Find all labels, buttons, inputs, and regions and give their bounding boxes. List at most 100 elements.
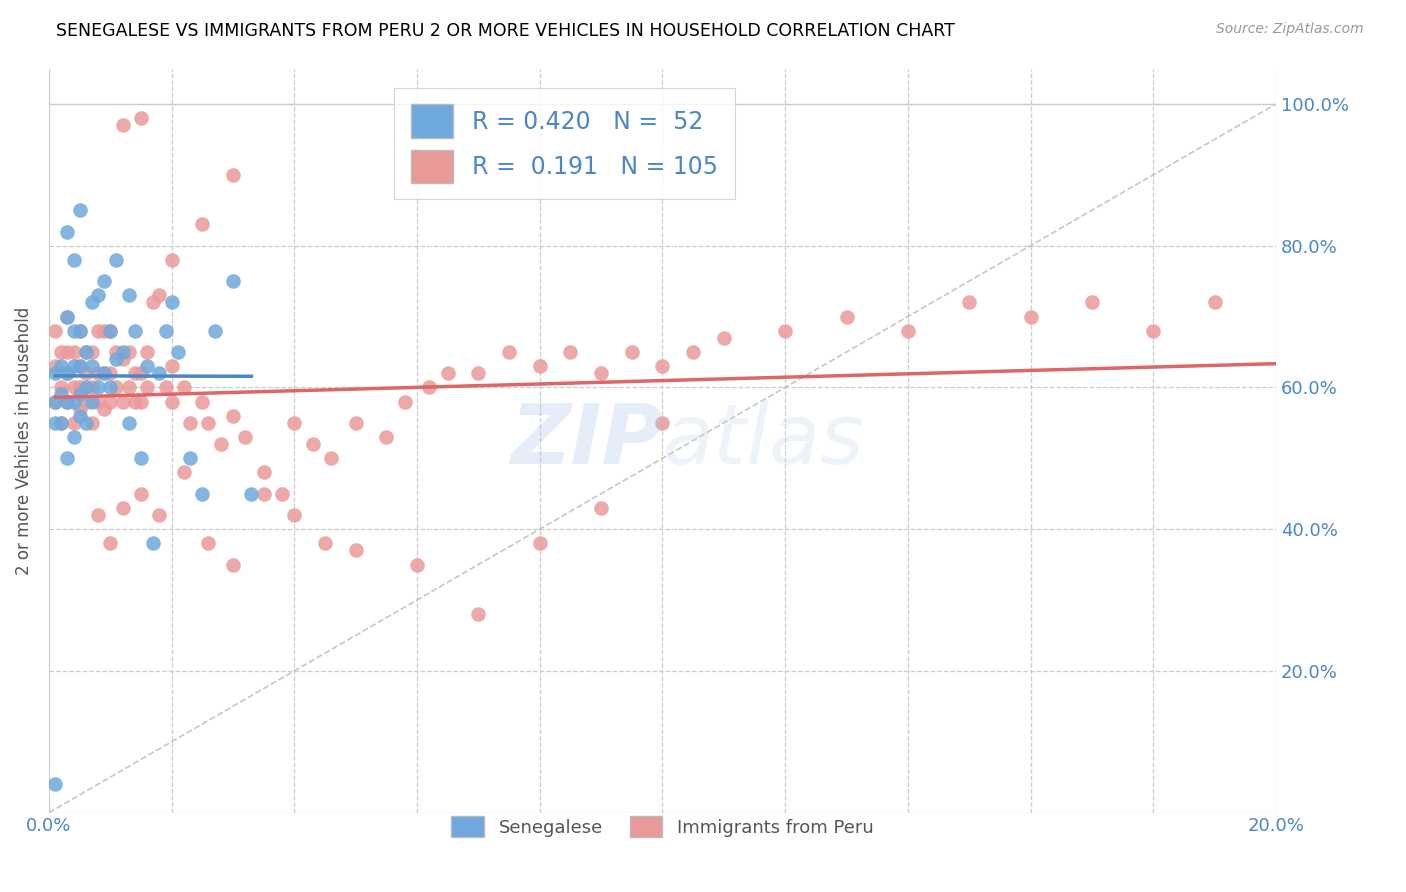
Point — [105, 352, 128, 367]
Point — [80, 295, 103, 310]
Point — [129, 486, 152, 500]
Point — [87, 288, 110, 302]
Point — [1081, 295, 1104, 310]
Point — [56, 394, 79, 409]
Point — [62, 359, 84, 373]
Point — [87, 366, 110, 380]
Point — [179, 416, 201, 430]
Point — [118, 345, 141, 359]
Point — [1019, 310, 1042, 324]
Point — [87, 380, 110, 394]
Point — [51, 387, 73, 401]
Point — [80, 380, 103, 394]
Point — [344, 416, 367, 430]
Point — [651, 416, 673, 430]
Point — [44, 777, 66, 791]
Point — [467, 607, 489, 622]
Point — [233, 430, 256, 444]
Point — [124, 324, 146, 338]
Point — [173, 466, 195, 480]
Point — [160, 394, 183, 409]
Point — [173, 380, 195, 394]
Point — [93, 366, 115, 380]
Point — [160, 359, 183, 373]
Point — [179, 451, 201, 466]
Point — [75, 366, 97, 380]
Point — [148, 508, 170, 522]
Point — [98, 536, 121, 550]
Legend: Senegalese, Immigrants from Peru: Senegalese, Immigrants from Peru — [444, 809, 880, 845]
Point — [98, 324, 121, 338]
Point — [51, 345, 73, 359]
Point — [69, 380, 91, 394]
Point — [75, 345, 97, 359]
Point — [69, 324, 91, 338]
Point — [591, 366, 613, 380]
Point — [111, 118, 134, 132]
Point — [620, 345, 643, 359]
Point — [118, 416, 141, 430]
Point — [1142, 324, 1164, 338]
Point — [155, 324, 177, 338]
Point — [129, 451, 152, 466]
Point — [197, 536, 219, 550]
Text: SENEGALESE VS IMMIGRANTS FROM PERU 2 OR MORE VEHICLES IN HOUSEHOLD CORRELATION C: SENEGALESE VS IMMIGRANTS FROM PERU 2 OR … — [56, 22, 955, 40]
Point — [222, 558, 245, 572]
Point — [75, 345, 97, 359]
Point — [75, 416, 97, 430]
Y-axis label: 2 or more Vehicles in Household: 2 or more Vehicles in Household — [15, 307, 32, 574]
Point — [62, 394, 84, 409]
Point — [51, 416, 73, 430]
Point — [69, 324, 91, 338]
Point — [51, 416, 73, 430]
Point — [197, 416, 219, 430]
Point — [129, 394, 152, 409]
Text: ZIP: ZIP — [510, 400, 662, 481]
Point — [62, 430, 84, 444]
Point — [51, 359, 73, 373]
Point — [111, 352, 134, 367]
Point — [51, 380, 73, 394]
Point — [406, 558, 429, 572]
Point — [56, 345, 79, 359]
Point — [155, 380, 177, 394]
Point — [69, 387, 91, 401]
Point — [897, 324, 920, 338]
Point — [283, 416, 305, 430]
Point — [142, 536, 165, 550]
Point — [105, 345, 128, 359]
Point — [344, 543, 367, 558]
Text: atlas: atlas — [662, 400, 865, 481]
Point — [56, 225, 79, 239]
Point — [105, 252, 128, 267]
Point — [69, 203, 91, 218]
Point — [498, 345, 520, 359]
Point — [222, 274, 245, 288]
Point — [222, 168, 245, 182]
Point — [87, 508, 110, 522]
Point — [75, 380, 97, 394]
Point — [436, 366, 458, 380]
Point — [56, 366, 79, 380]
Point — [321, 451, 343, 466]
Point — [56, 310, 79, 324]
Point — [222, 409, 245, 423]
Point — [44, 394, 66, 409]
Point — [160, 295, 183, 310]
Point — [69, 359, 91, 373]
Point — [142, 295, 165, 310]
Point — [394, 394, 416, 409]
Point — [560, 345, 582, 359]
Point — [98, 324, 121, 338]
Point — [98, 380, 121, 394]
Point — [129, 111, 152, 125]
Point — [56, 394, 79, 409]
Point — [209, 437, 232, 451]
Point — [529, 536, 551, 550]
Point — [44, 366, 66, 380]
Point — [651, 359, 673, 373]
Point — [69, 359, 91, 373]
Point — [98, 366, 121, 380]
Point — [105, 380, 128, 394]
Point — [283, 508, 305, 522]
